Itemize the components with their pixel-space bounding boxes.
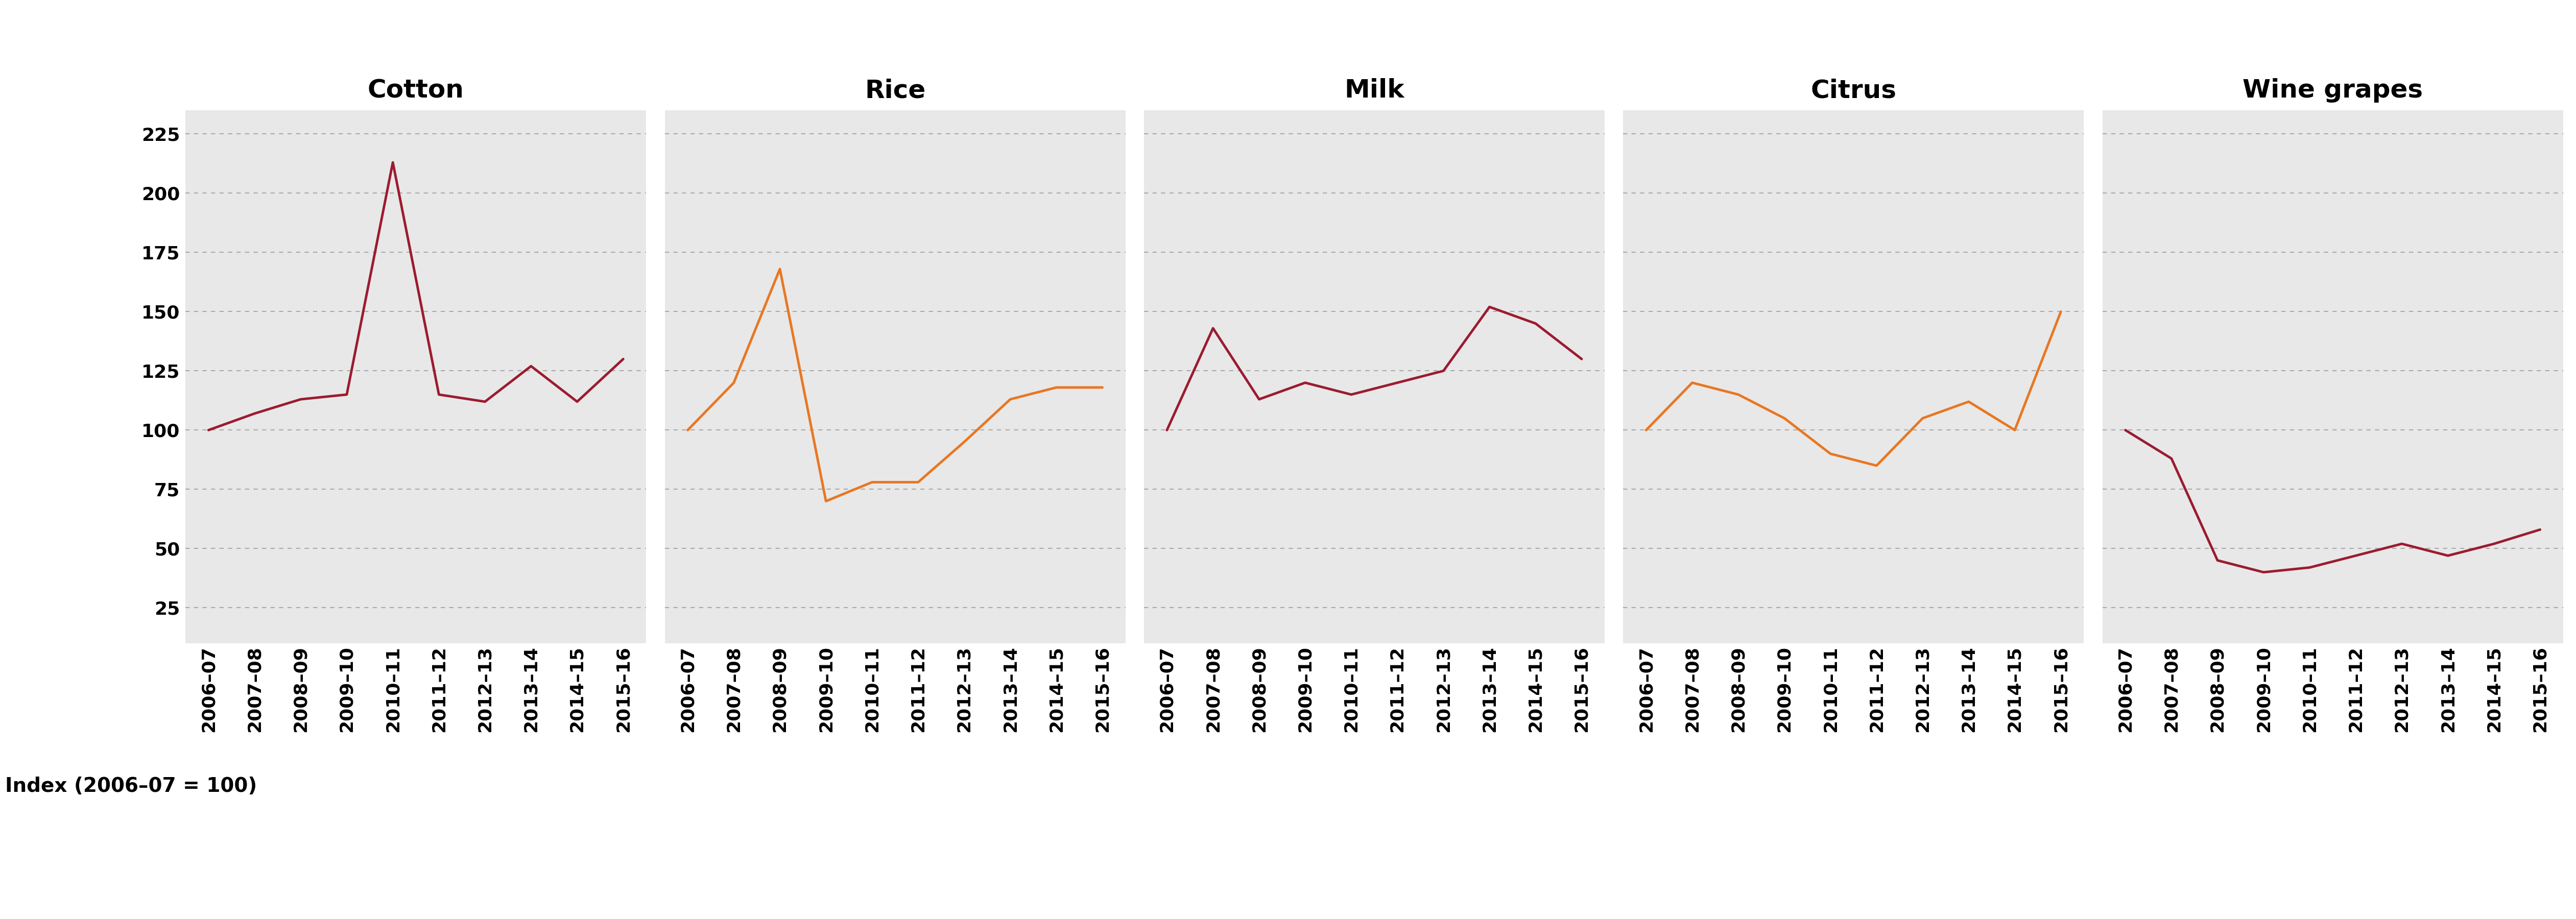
Text: Index (2006–07 = 100): Index (2006–07 = 100) (5, 777, 258, 796)
Title: Citrus: Citrus (1811, 78, 1896, 103)
Title: Milk: Milk (1345, 78, 1404, 103)
Title: Cotton: Cotton (368, 78, 464, 103)
Title: Wine grapes: Wine grapes (2244, 78, 2424, 103)
Title: Rice: Rice (866, 78, 925, 103)
